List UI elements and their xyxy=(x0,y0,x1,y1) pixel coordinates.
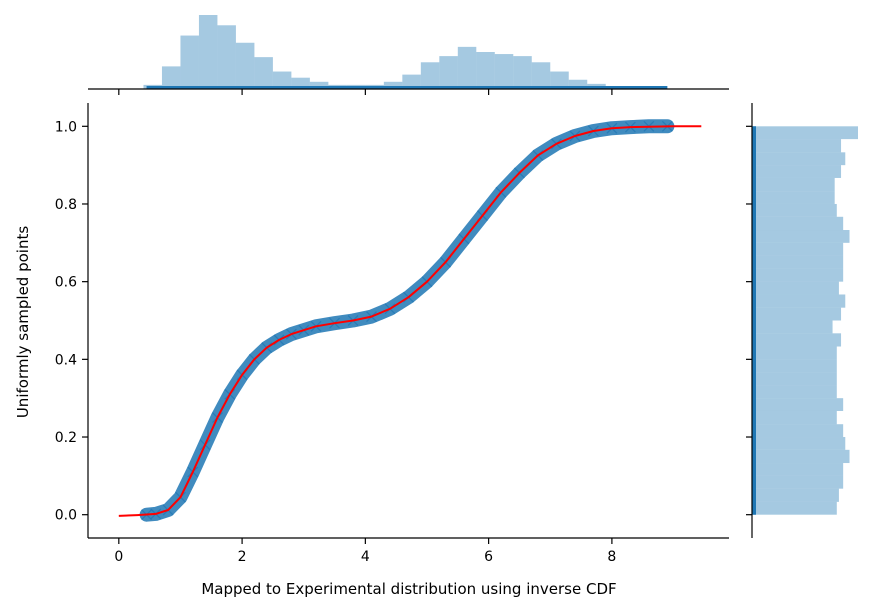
main-scatter-plot: 0 2 4 6 8 0.0 0.2 0.4 0.6 0.8 1.0 xyxy=(55,103,729,565)
marginal-y-bar xyxy=(752,307,842,321)
marginal-y-bar xyxy=(752,242,844,256)
marginal-x-bar xyxy=(494,54,514,89)
marginal-y-bar xyxy=(752,410,837,425)
y-tick-label: 0.6 xyxy=(55,275,77,291)
marginal-y-bar xyxy=(752,449,850,464)
marginal-y-bar xyxy=(752,230,850,243)
marginal-y-bar xyxy=(752,268,844,282)
marginal-x-bar xyxy=(291,77,310,89)
marginal-y-bar xyxy=(752,152,846,166)
marginal-y-bar xyxy=(752,203,837,217)
marginal-x-bar xyxy=(180,35,199,89)
marginal-y-bar xyxy=(752,359,837,373)
marginal-x-bar xyxy=(550,71,569,89)
marginal-y-bar xyxy=(752,475,844,489)
marginal-y-bar xyxy=(752,398,844,411)
marginal-x-bar xyxy=(531,62,551,89)
marginal-y-bar xyxy=(752,294,846,308)
marginal-y-histogram xyxy=(746,103,858,538)
x-tick-label: 2 xyxy=(238,549,247,565)
marginal-y-bar xyxy=(752,463,844,476)
marginal-x-bar xyxy=(309,81,329,89)
marginal-x-histogram xyxy=(88,15,729,95)
marginal-x-bar xyxy=(402,74,421,89)
marginal-x-bar xyxy=(254,57,273,89)
x-tick-label: 4 xyxy=(361,549,370,565)
marginal-x-bar xyxy=(272,71,292,89)
marginal-y-bar xyxy=(752,165,842,178)
marginal-y-bar xyxy=(752,139,842,153)
marginal-x-bar xyxy=(568,79,588,89)
marginal-y-bar xyxy=(752,424,844,438)
marginal-x-bar xyxy=(457,46,477,89)
marginal-y-bar xyxy=(752,501,837,515)
marginal-x-bar xyxy=(235,42,255,89)
marginal-y-bar xyxy=(752,281,839,295)
marginal-y-bar xyxy=(752,320,833,334)
marginal-x-bar xyxy=(161,66,181,89)
scatter-band xyxy=(139,119,675,522)
y-tick-label: 1.0 xyxy=(55,119,77,135)
marginal-y-bar xyxy=(752,126,858,140)
y-tick-label: 0.4 xyxy=(55,352,77,368)
marginal-x-bar xyxy=(420,62,440,89)
series-line-cdf xyxy=(118,125,702,517)
marginal-y-bar xyxy=(752,177,835,192)
marginal-x-bar xyxy=(476,52,495,89)
x-tick-label: 6 xyxy=(484,549,493,565)
y-axis-label: Uniformly sampled points xyxy=(14,226,32,419)
y-tick-label: 0.0 xyxy=(55,508,77,524)
marginal-y-bar xyxy=(752,191,835,204)
marginal-y-bar xyxy=(752,216,844,231)
x-tick-label: 0 xyxy=(114,549,123,565)
marginal-x-bar xyxy=(217,25,236,89)
x-tick-label: 8 xyxy=(607,549,616,565)
marginal-y-bar xyxy=(752,437,846,450)
y-tick-label: 0.2 xyxy=(55,430,77,446)
marginal-y-bar xyxy=(752,372,837,386)
marginal-y-bar xyxy=(752,346,837,360)
marginal-x-bar xyxy=(439,56,458,89)
y-tick-label: 0.8 xyxy=(55,197,77,213)
marginal-y-bar xyxy=(752,488,839,502)
marginal-y-bar xyxy=(752,333,842,347)
marginal-x-bar xyxy=(513,56,532,89)
marginal-x-bar xyxy=(383,81,403,89)
marginal-y-bar xyxy=(752,385,837,399)
marginal-x-bar xyxy=(198,15,218,89)
x-axis-label: Mapped to Experimental distribution usin… xyxy=(201,580,616,598)
marginal-y-bar xyxy=(752,255,844,269)
